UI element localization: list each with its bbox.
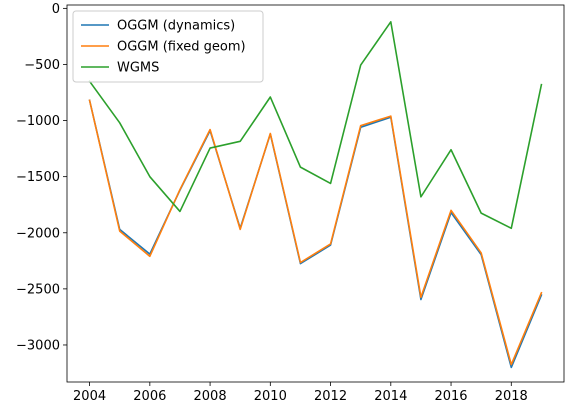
x-tick-label: 2010 <box>254 389 287 404</box>
legend-label: WGMS <box>117 61 159 76</box>
legend-label: OGGM (fixed geom) <box>117 40 246 55</box>
x-tick-label: 2004 <box>73 389 106 404</box>
x-tick-label: 2014 <box>374 389 407 404</box>
legend: OGGM (dynamics) OGGM (fixed geom) WGMS <box>73 11 263 82</box>
y-tick-label: −1000 <box>16 114 60 129</box>
x-tick-label: 2018 <box>495 389 528 404</box>
y-tick-label: 0 <box>52 2 60 17</box>
y-tick-label: −2500 <box>16 282 60 297</box>
x-tick-label: 2008 <box>194 389 227 404</box>
y-tick-label: −2000 <box>16 226 60 241</box>
legend-label: OGGM (dynamics) <box>117 19 235 34</box>
x-tick-label: 2012 <box>314 389 347 404</box>
x-tick-label: 2016 <box>434 389 467 404</box>
y-tick-label: −3000 <box>16 338 60 353</box>
y-tick-label: −1500 <box>16 170 60 185</box>
x-tick-label: 2006 <box>133 389 166 404</box>
y-tick-label: −500 <box>24 58 60 73</box>
